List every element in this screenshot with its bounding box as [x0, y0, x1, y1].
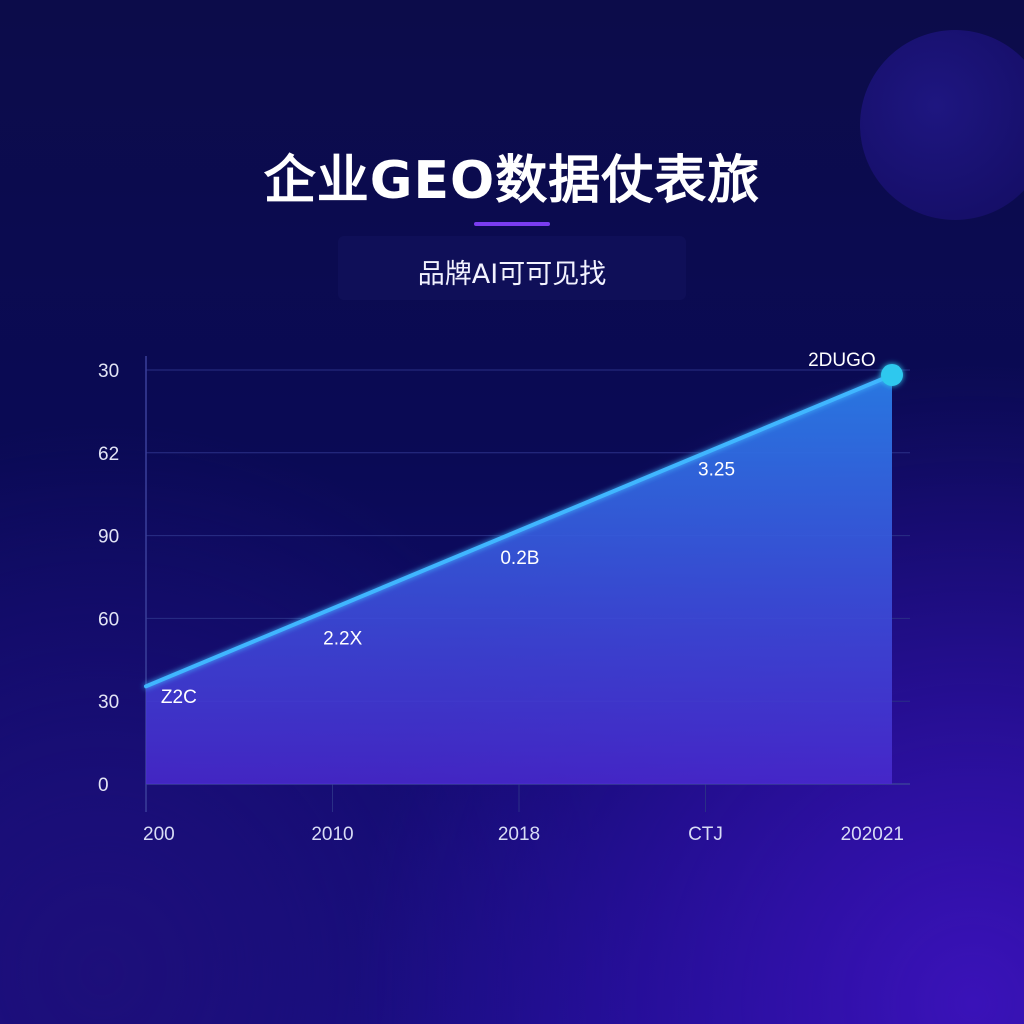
- decorative-circle: [860, 30, 1024, 220]
- page-subtitle: 品牌AI可可见找: [417, 259, 607, 290]
- y-tick-label: 0: [98, 775, 109, 796]
- y-tick-label: 62: [98, 444, 119, 465]
- y-tick-label: 30: [98, 361, 119, 382]
- series-line: [144, 372, 894, 689]
- data-label: 2.2X: [323, 628, 362, 649]
- y-tick-label: 30: [98, 692, 119, 713]
- title-divider: [474, 222, 550, 226]
- x-tick-label: 202021: [841, 824, 904, 845]
- x-tick-label: 2010: [311, 824, 353, 845]
- x-tick-label: CTJ: [688, 824, 723, 845]
- data-labels: Z2C 2.2X 0.2B 3.25 2DUGO: [161, 350, 876, 708]
- x-tick-label: 200: [143, 824, 175, 845]
- data-label: 0.2B: [500, 548, 539, 569]
- page-title: 企业GEO数据仗表旅: [263, 151, 761, 211]
- x-tick-label: 2018: [498, 824, 540, 845]
- end-point-marker: [881, 363, 903, 386]
- data-label: Z2C: [161, 687, 197, 708]
- series-area: [146, 374, 892, 784]
- data-label: 3.25: [698, 459, 735, 480]
- subtitle-panel: [338, 236, 686, 300]
- tick-labels: 30 62 90 60 30 0 200 2010 2018 CTJ 202021: [98, 361, 904, 845]
- y-tick-label: 90: [98, 527, 119, 548]
- data-label: 2DUGO: [808, 350, 876, 371]
- series-area-layer: [144, 363, 903, 784]
- y-tick-label: 60: [98, 609, 119, 630]
